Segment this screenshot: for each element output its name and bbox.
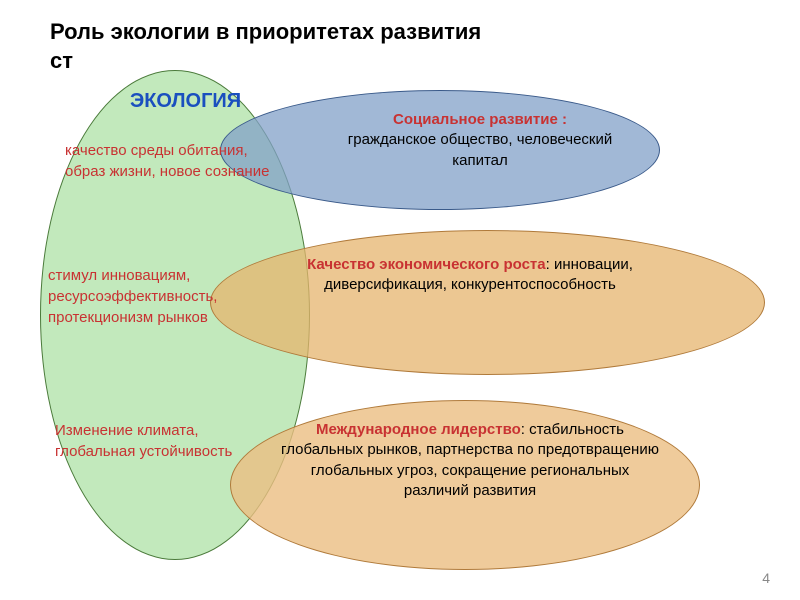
- economy-block: Качество экономического роста: инновации…: [280, 255, 660, 296]
- international-title: Международное лидерство: [316, 421, 521, 438]
- page-number: 4: [762, 570, 770, 586]
- social-title: Социальное развитие :: [393, 111, 567, 128]
- social-body: гражданское общество, человеческий капит…: [348, 131, 613, 168]
- title-line-1: Роль экологии в приоритетах развития: [50, 19, 481, 44]
- ecology-text-3: Изменение климата, глобальная устойчивос…: [55, 420, 235, 462]
- ecology-heading: ЭКОЛОГИЯ: [130, 90, 241, 113]
- ecology-text-2: стимул инновациям, ресурсоэффективность,…: [48, 265, 258, 328]
- ecology-text-1: качество среды обитания, образ жизни, но…: [65, 140, 275, 182]
- international-block: Международное лидерство: стабильность гл…: [280, 420, 660, 501]
- social-block: Социальное развитие : гражданское общест…: [330, 110, 630, 171]
- page-title: Роль экологии в приоритетах развития ст: [50, 18, 481, 75]
- economy-title: Качество экономического роста: [307, 256, 546, 273]
- economy-ellipse: [210, 230, 765, 375]
- title-line-2: ст: [50, 48, 73, 73]
